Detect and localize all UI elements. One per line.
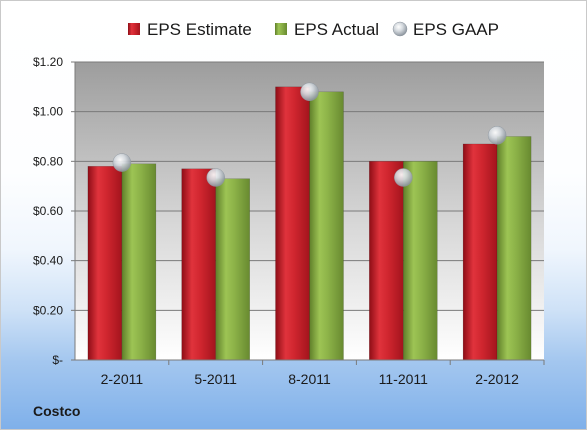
y-tick-label: $0.60 [33,204,63,218]
bar-estimate [181,168,216,361]
x-tick-label: 2-2011 [101,371,144,387]
x-tick-label: 8-2011 [288,371,331,387]
bar-actual [121,163,157,361]
legend-swatch-gaap [392,21,408,37]
y-tick-label: $1.20 [33,55,63,69]
bar-actual [309,91,344,361]
bar-actual [496,136,532,361]
gaap-points [112,82,507,187]
legend-label: EPS GAAP [413,20,499,39]
legend-label: EPS Actual [294,20,379,39]
y-tick-label: $0.20 [33,303,63,317]
legend-label: EPS Estimate [147,20,252,39]
x-axis: 2-2011 5-2011 8-2011 11-2011 2-2012 [75,359,545,387]
gaap-point [112,153,132,172]
y-tick-label: $0.80 [33,154,63,168]
bar-estimate [462,143,498,361]
bars [87,86,532,361]
bar-estimate [275,86,310,361]
gaap-point [394,168,413,187]
bar-actual [403,161,438,361]
bar-estimate [369,161,404,361]
x-tick-label: 2-2012 [475,371,519,387]
legend: EPS Estimate EPS Actual EPS GAAP [128,20,499,39]
legend-swatch-actual [275,23,287,35]
x-tick-label: 11-2011 [379,371,429,387]
legend-swatch-estimate [128,23,140,35]
x-tick-label: 5-2011 [194,371,237,387]
gaap-point [300,82,319,102]
gaap-point [206,168,225,187]
bar-actual [215,178,250,361]
y-axis: $- $0.20 $0.40 $0.60 $0.80 $1.00 $1.20 [33,55,76,367]
company-label: Costco [33,403,81,419]
y-tick-label: $- [52,353,63,367]
y-tick-label: $0.40 [33,254,63,268]
y-tick-label: $1.00 [33,105,63,119]
gaap-point [487,126,507,145]
bar-estimate [87,166,123,361]
